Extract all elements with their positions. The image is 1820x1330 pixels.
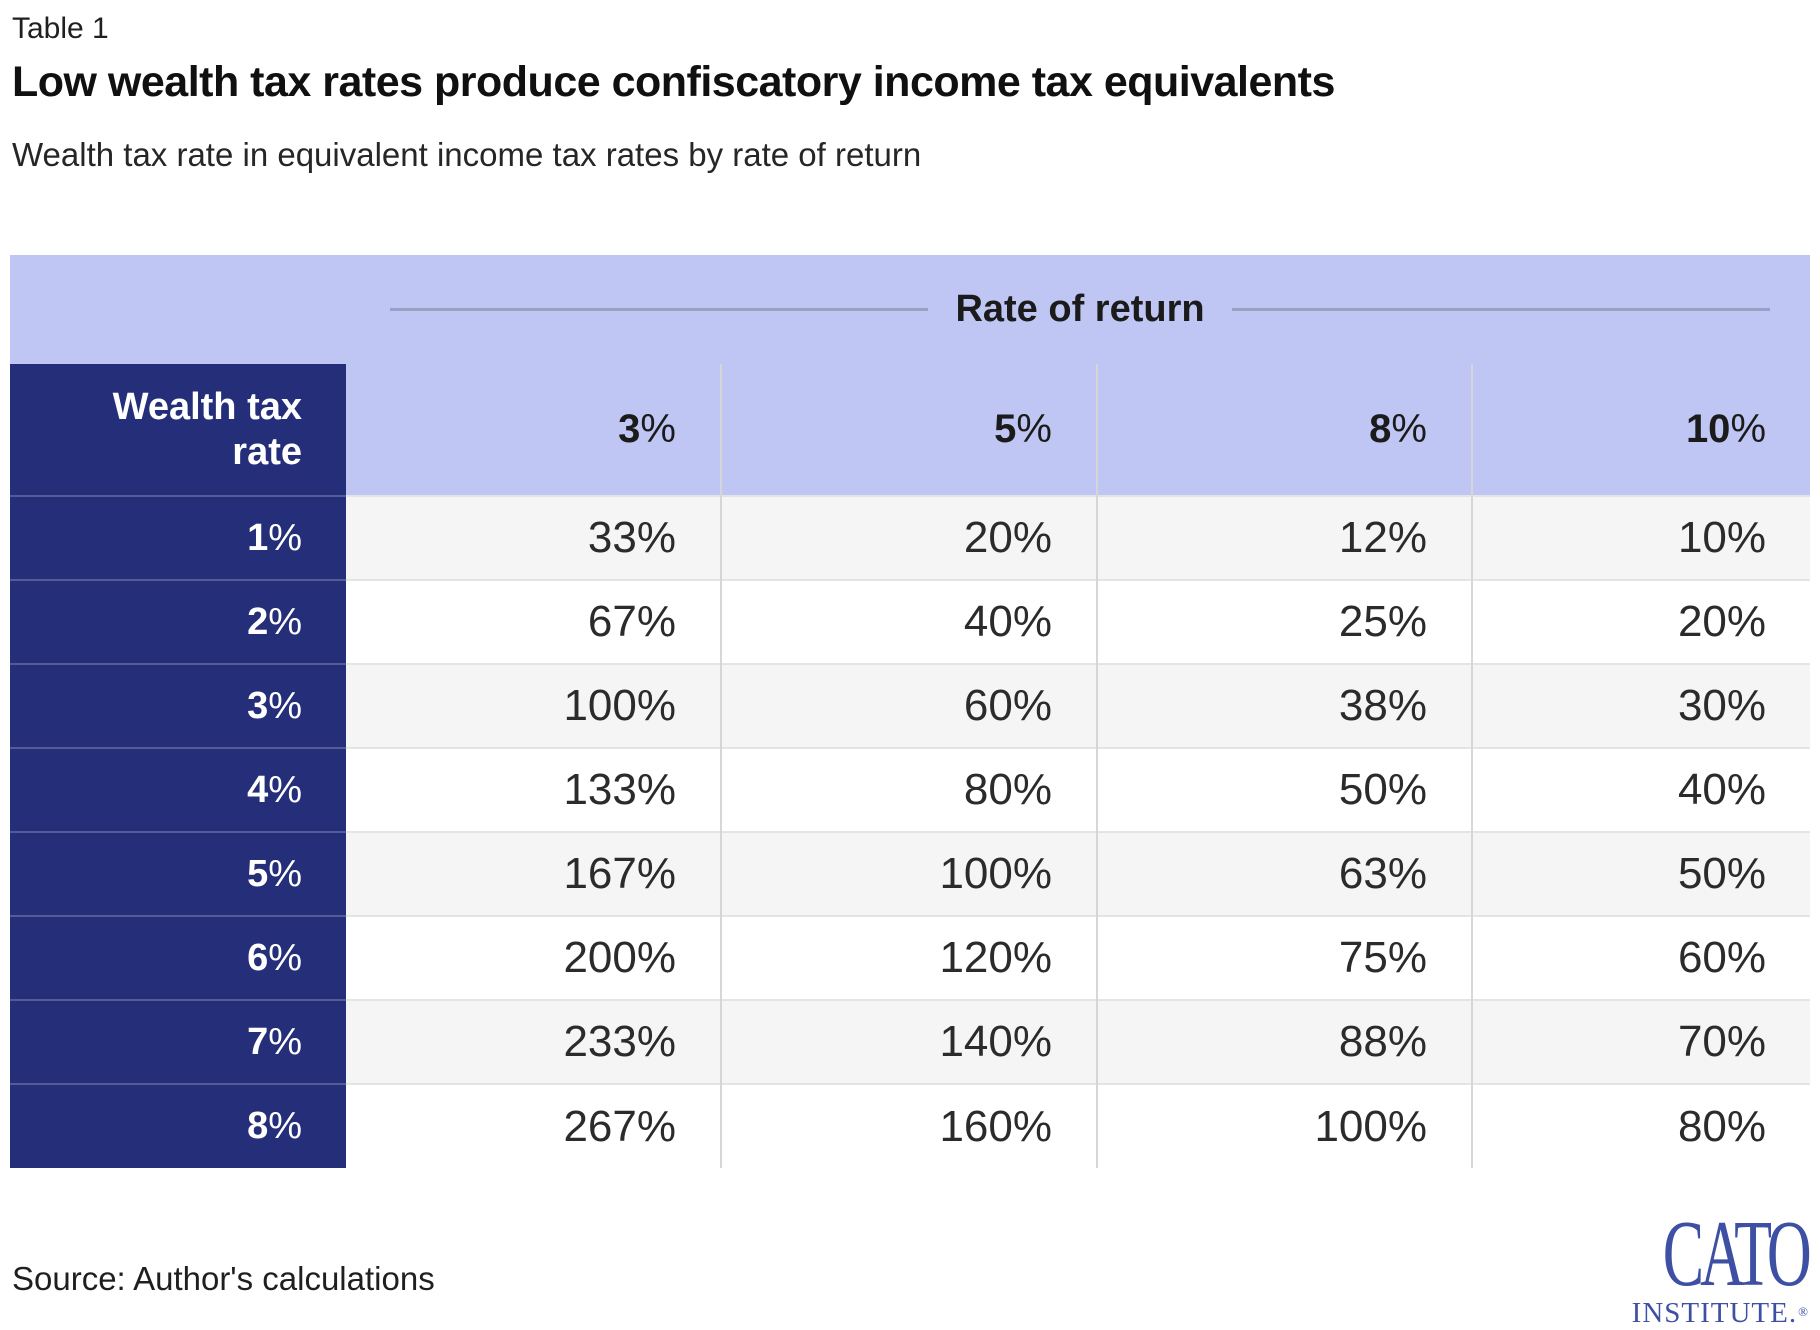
table-number: Table 1 bbox=[12, 12, 109, 45]
table-row: 5% 167% 100% 63% 50% bbox=[10, 831, 1811, 916]
row-header: 7% bbox=[10, 999, 346, 1084]
rate-of-return-left-rule bbox=[390, 308, 929, 311]
value-cell: 63% bbox=[1096, 831, 1472, 916]
value-cell: 267% bbox=[346, 1083, 721, 1168]
value-cell: 70% bbox=[1470, 999, 1811, 1084]
value-cell: 88% bbox=[1096, 999, 1472, 1084]
table-body: 1% 33% 20% 12% 10% 2% 67% 40% 25% 20% 3% 100% 60% 38%… bbox=[10, 495, 1811, 1168]
value-cell: 50% bbox=[1096, 747, 1472, 832]
column-header-3pct: 3% bbox=[346, 364, 721, 496]
value-cell: 33% bbox=[346, 495, 721, 580]
table-row: 7% 233% 140% 88% 70% bbox=[10, 999, 1811, 1084]
value-cell: 25% bbox=[1096, 579, 1472, 664]
table-row: 1% 33% 20% 12% 10% bbox=[10, 495, 1811, 580]
value-cell: 100% bbox=[1096, 1083, 1472, 1168]
value-cell: 80% bbox=[1470, 1083, 1811, 1168]
table-row: 8% 267% 160% 100% 80% bbox=[10, 1083, 1811, 1168]
value-cell: 120% bbox=[720, 915, 1097, 1000]
source-note: Source: Author's calculations bbox=[12, 1260, 435, 1297]
value-cell: 140% bbox=[720, 999, 1097, 1084]
row-header: 1% bbox=[10, 495, 346, 580]
value-cell: 50% bbox=[1470, 831, 1811, 916]
table-row: 4% 133% 80% 50% 40% bbox=[10, 747, 1811, 832]
value-cell: 233% bbox=[346, 999, 721, 1084]
column-header-row: Wealth tax rate 3% 5% 8% 10% bbox=[10, 364, 1811, 496]
value-cell: 20% bbox=[720, 495, 1097, 580]
value-cell: 40% bbox=[1470, 747, 1811, 832]
value-cell: 10% bbox=[1470, 495, 1811, 580]
value-cell: 100% bbox=[720, 831, 1097, 916]
cato-wordmark: CATO bbox=[1662, 1202, 1812, 1306]
row-header: 8% bbox=[10, 1083, 346, 1168]
value-cell: 75% bbox=[1096, 915, 1472, 1000]
row-header: 6% bbox=[10, 915, 346, 1000]
figure-title: Low wealth tax rates produce confiscator… bbox=[12, 58, 1335, 106]
value-cell: 80% bbox=[720, 747, 1097, 832]
value-cell: 133% bbox=[346, 747, 721, 832]
figure-subtitle: Wealth tax rate in equivalent income tax… bbox=[12, 136, 922, 173]
row-header: 5% bbox=[10, 831, 346, 916]
column-header-5pct: 5% bbox=[720, 364, 1097, 496]
table-row: 3% 100% 60% 38% 30% bbox=[10, 663, 1811, 748]
value-cell: 200% bbox=[346, 915, 721, 1000]
column-group-band: Rate of return bbox=[10, 255, 1811, 364]
value-cell: 67% bbox=[346, 579, 721, 664]
value-cell: 60% bbox=[720, 663, 1097, 748]
value-cell: 38% bbox=[1096, 663, 1472, 748]
row-header: 4% bbox=[10, 747, 346, 832]
data-table: Rate of return Wealth tax rate 3% 5% 8% … bbox=[10, 255, 1811, 1168]
value-cell: 160% bbox=[720, 1083, 1097, 1168]
table-row: 6% 200% 120% 75% 60% bbox=[10, 915, 1811, 1000]
value-cell: 60% bbox=[1470, 915, 1811, 1000]
row-group-header: Wealth tax rate bbox=[10, 364, 346, 496]
registered-trademark-icon: ® bbox=[1798, 1304, 1808, 1320]
column-group-label: Rate of return bbox=[955, 288, 1205, 330]
value-cell: 167% bbox=[346, 831, 721, 916]
value-cell: 30% bbox=[1470, 663, 1811, 748]
row-header: 2% bbox=[10, 579, 346, 664]
value-cell: 100% bbox=[346, 663, 721, 748]
rate-of-return-right-rule bbox=[1231, 308, 1771, 311]
cato-institute-logo: CATO INSTITUTE.® bbox=[1588, 1202, 1812, 1330]
column-header-8pct: 8% bbox=[1096, 364, 1472, 496]
value-cell: 20% bbox=[1470, 579, 1811, 664]
row-header: 3% bbox=[10, 663, 346, 748]
column-header-10pct: 10% bbox=[1470, 364, 1811, 496]
value-cell: 12% bbox=[1096, 495, 1472, 580]
value-cell: 40% bbox=[720, 579, 1097, 664]
table-row: 2% 67% 40% 25% 20% bbox=[10, 579, 1811, 664]
